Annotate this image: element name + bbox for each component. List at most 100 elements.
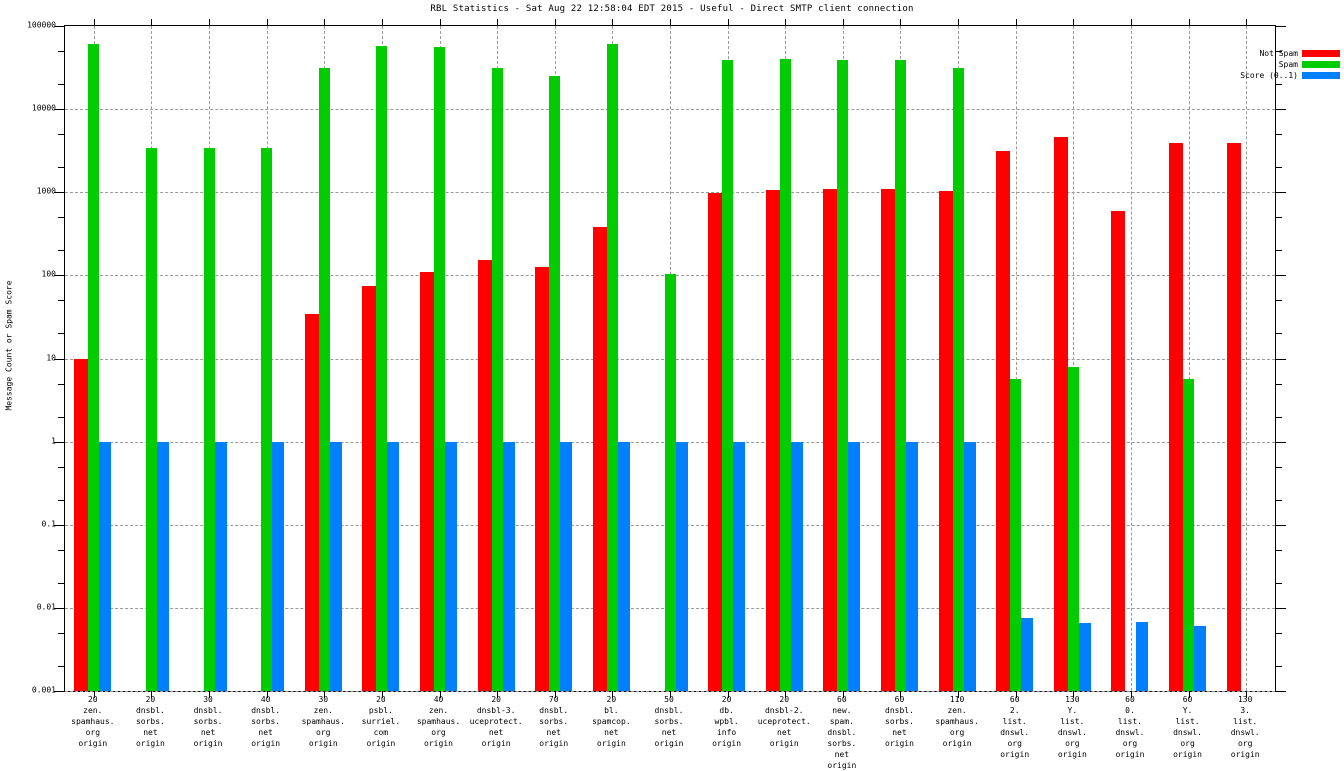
x-axis-label-line: origin xyxy=(596,739,626,748)
y-axis-tick xyxy=(54,26,65,27)
y-axis-minor-tick xyxy=(58,665,65,667)
bar-spam xyxy=(376,46,388,691)
y-axis-tick xyxy=(54,275,65,277)
x-axis-tick-label: 60 dnsbl. sorbs. net origin xyxy=(871,694,929,749)
x-axis-label-line: 110 xyxy=(949,695,965,704)
x-axis-label-line: origin xyxy=(885,739,914,748)
y-axis-minor-tick xyxy=(58,499,65,501)
x-axis-tick xyxy=(785,19,787,26)
x-axis-label-line: org xyxy=(316,728,331,737)
bar-spam xyxy=(88,44,100,691)
x-axis-label-line: sorbs. xyxy=(827,739,857,748)
bar-spam xyxy=(1010,379,1022,691)
y-axis-minor-tick xyxy=(58,84,65,86)
y-axis-minor-tick xyxy=(58,333,65,335)
bar-score xyxy=(675,441,688,691)
y-axis-minor-tick xyxy=(58,134,65,136)
x-axis-label-line: org xyxy=(1122,739,1138,748)
x-axis-tick xyxy=(958,691,960,698)
x-axis-label-line: zen. xyxy=(313,706,333,715)
x-axis-label-line: 20 xyxy=(491,695,501,704)
bar-spam xyxy=(606,44,618,691)
x-axis-tick xyxy=(785,691,787,698)
y-axis-minor-tick xyxy=(58,549,65,551)
x-axis-tick xyxy=(151,19,153,26)
x-axis-label-line: uceprotect. xyxy=(757,717,811,726)
x-axis-tick xyxy=(1188,691,1190,698)
x-axis-label-line: list. xyxy=(1117,717,1142,726)
x-axis-label-line: bl. xyxy=(604,706,619,715)
x-axis-label-line: dnsbl. xyxy=(539,706,569,715)
y-axis-minor-tick xyxy=(58,51,65,53)
x-axis-tick xyxy=(554,691,556,698)
x-axis-label-line: spamhaus. xyxy=(301,717,345,726)
legend-item: Not Spam xyxy=(1200,48,1340,59)
bar-spam xyxy=(722,60,734,691)
legend-label: Score (0..1) xyxy=(1240,71,1298,80)
x-axis-tick-label: 130 Y. list. dnswl. org origin xyxy=(1044,694,1102,760)
x-axis-label-line: origin xyxy=(539,739,569,748)
x-axis-label-line: net xyxy=(661,728,677,737)
x-axis-label-line: origin xyxy=(308,739,338,748)
y-axis-tick-labels: 100000 10000 1000 100 10 1 0.1 0.01 0.001 xyxy=(0,21,60,695)
x-axis-label-line: net xyxy=(143,728,158,737)
x-axis-label-line: dnsbl. xyxy=(251,706,281,715)
x-axis-tick xyxy=(842,691,844,698)
y-axis-tick-label: 10 xyxy=(46,353,56,362)
bar-not-spam xyxy=(592,227,607,691)
x-axis-label-line: dnsbl-3. xyxy=(476,706,516,715)
x-axis-label-line: origin xyxy=(481,739,511,748)
x-axis-tick xyxy=(93,691,95,698)
gridline-vertical xyxy=(1073,26,1075,691)
x-axis-label-line: 0. xyxy=(1125,706,1135,715)
x-axis-tick-label: 60 0. list. dnswl. org origin xyxy=(1101,694,1159,760)
y-axis-minor-tick xyxy=(1275,217,1282,219)
bar-spam xyxy=(779,59,791,691)
y-axis-minor-tick xyxy=(1275,84,1282,86)
x-axis-label-line: 40 xyxy=(433,695,444,704)
legend-label: Not Spam xyxy=(1259,49,1298,58)
bar-not-spam xyxy=(74,358,89,691)
x-axis-label-line: list. xyxy=(1233,717,1258,726)
y-axis-minor-tick xyxy=(58,416,65,418)
x-axis-label-line: 20 xyxy=(376,695,386,704)
x-axis-label-line: zen. xyxy=(83,706,103,715)
y-axis-tick xyxy=(54,109,65,111)
x-axis-label-line: surriel. xyxy=(361,717,401,726)
x-axis-label-line: net xyxy=(834,750,850,759)
x-axis-label-line: 60 xyxy=(1125,695,1135,704)
x-axis-tick xyxy=(93,19,95,26)
x-axis-tick-label: 60 Y. list. dnswl. org origin xyxy=(1159,694,1217,760)
bar-score xyxy=(214,441,227,691)
x-axis-label-line: dnswl. xyxy=(1115,728,1145,737)
x-axis-tick xyxy=(1015,19,1017,26)
x-axis-tick-label: 40 zen. spamhaus. org origin xyxy=(410,694,468,749)
gridline-vertical xyxy=(1188,26,1190,691)
x-axis-label-line: 130 xyxy=(1237,695,1253,704)
y-axis-tick-label: 100000 xyxy=(27,20,56,30)
y-axis-minor-tick xyxy=(1275,466,1282,468)
x-axis-label-line: sorbs. xyxy=(885,717,914,726)
x-axis-label-line: list. xyxy=(1002,717,1027,726)
x-axis-tick-label: 110 zen. spamhaus. org origin xyxy=(928,694,986,749)
bar-score xyxy=(1136,622,1149,691)
x-axis-label-line: net xyxy=(200,728,216,737)
x-axis-label-line: origin xyxy=(78,739,108,748)
x-axis-label-line: net xyxy=(892,728,907,737)
x-axis-label-line: net xyxy=(604,728,619,737)
x-axis-label-line: dnswl. xyxy=(1230,728,1260,737)
y-axis-tick xyxy=(1275,358,1286,360)
x-axis-label-line: origin xyxy=(1000,750,1030,759)
y-axis-minor-tick xyxy=(1275,51,1282,53)
x-axis-tick xyxy=(670,19,671,26)
x-axis-label-line: sorbs. xyxy=(539,717,569,726)
bar-not-spam xyxy=(1053,137,1068,691)
x-axis-label-line: spamhaus. xyxy=(935,717,979,726)
gridline-vertical xyxy=(1130,26,1132,691)
x-axis-label-line: origin xyxy=(424,739,453,748)
x-axis-label-line: origin xyxy=(366,739,396,748)
y-axis-minor-tick xyxy=(1275,333,1282,335)
bar-score xyxy=(502,441,515,691)
x-axis-tick-label: 30 dnsbl. sorbs. net origin xyxy=(179,694,237,749)
